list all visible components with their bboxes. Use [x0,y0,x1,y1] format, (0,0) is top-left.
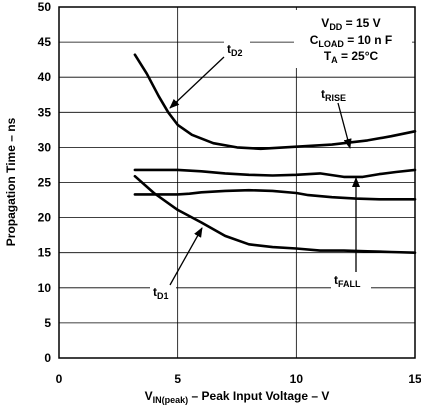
condition-cload: CLOAD = 10 n F [310,33,393,49]
series-label-td1: tD1 [153,285,169,301]
y-tick-label: 25 [38,176,52,190]
y-tick-label: 40 [38,70,52,84]
series-line-td2 [133,53,417,151]
y-tick-labels: 0 5 10 15 20 25 30 35 40 45 50 [38,0,52,365]
y-tick-label: 0 [44,351,51,365]
label-bg-tfall [331,271,371,290]
series-line-trise [133,168,417,179]
y-tick-label: 35 [38,105,52,119]
y-tick-label: 45 [38,35,52,49]
y-tick-label: 50 [38,0,52,14]
series-lines [133,53,417,254]
series-label-tfall: tFALL [334,273,361,289]
y-axis-label: Propagation Time – ns [4,117,18,246]
series-line-td1 [133,174,417,254]
label-bg-td2 [224,40,250,57]
x-tick-label: 10 [290,372,304,386]
y-tick-label: 15 [38,246,52,260]
x-tick-labels: 0 5 10 15 [56,372,421,386]
x-tick-label: 15 [408,372,421,386]
plot-frame [58,6,416,359]
y-tick-label: 30 [38,140,52,154]
arrow-td1 [169,227,203,286]
x-tick-label: 5 [174,372,181,386]
series-label-trise: tRISE [321,87,346,103]
x-tick-label: 0 [56,372,63,386]
series-label-td2: tD2 [227,42,243,58]
y-tick-label: 10 [38,281,52,295]
condition-vdd: VDD = 15 V [321,16,380,32]
x-axis-label: VIN(peak) – Peak Input Voltage – V [145,389,330,405]
label-bg-trise [318,86,358,103]
arrow-trise [337,102,352,149]
conditions-box [294,10,412,68]
label-bg-td1 [150,284,176,302]
condition-ta: TA = 25°C [324,49,379,65]
y-tick-label: 5 [44,316,51,330]
y-tick-label: 20 [38,211,52,225]
series-line-tfall [133,188,417,201]
arrow-td2 [169,56,225,109]
